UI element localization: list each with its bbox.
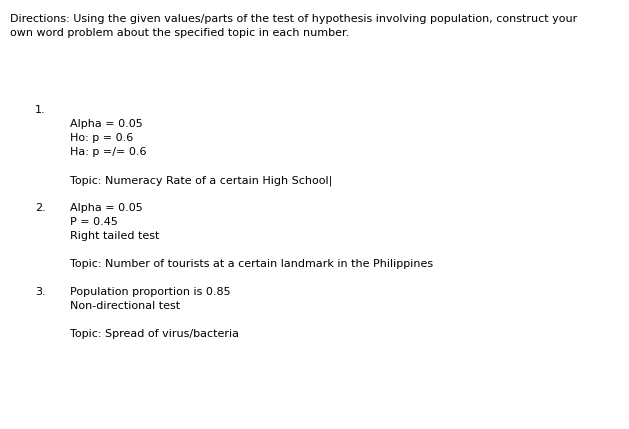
Text: Right tailed test: Right tailed test xyxy=(70,231,159,241)
Text: Topic: Spread of virus/bacteria: Topic: Spread of virus/bacteria xyxy=(70,329,239,339)
Text: 1.: 1. xyxy=(35,105,46,115)
Text: Alpha = 0.05: Alpha = 0.05 xyxy=(70,119,143,129)
Text: Topic: Numeracy Rate of a certain High School|: Topic: Numeracy Rate of a certain High S… xyxy=(70,175,332,185)
Text: Population proportion is 0.85: Population proportion is 0.85 xyxy=(70,287,231,297)
Text: P = 0.45: P = 0.45 xyxy=(70,217,118,227)
Text: Non-directional test: Non-directional test xyxy=(70,301,180,311)
Text: 3.: 3. xyxy=(35,287,46,297)
Text: 2.: 2. xyxy=(35,203,46,213)
Text: Topic: Number of tourists at a certain landmark in the Philippines: Topic: Number of tourists at a certain l… xyxy=(70,259,433,269)
Text: own word problem about the specified topic in each number.: own word problem about the specified top… xyxy=(10,28,349,38)
Text: Directions: Using the given values/parts of the test of hypothesis involving pop: Directions: Using the given values/parts… xyxy=(10,14,577,24)
Text: Ho: p = 0.6: Ho: p = 0.6 xyxy=(70,133,133,143)
Text: Alpha = 0.05: Alpha = 0.05 xyxy=(70,203,143,213)
Text: Ha: p =/= 0.6: Ha: p =/= 0.6 xyxy=(70,147,147,157)
